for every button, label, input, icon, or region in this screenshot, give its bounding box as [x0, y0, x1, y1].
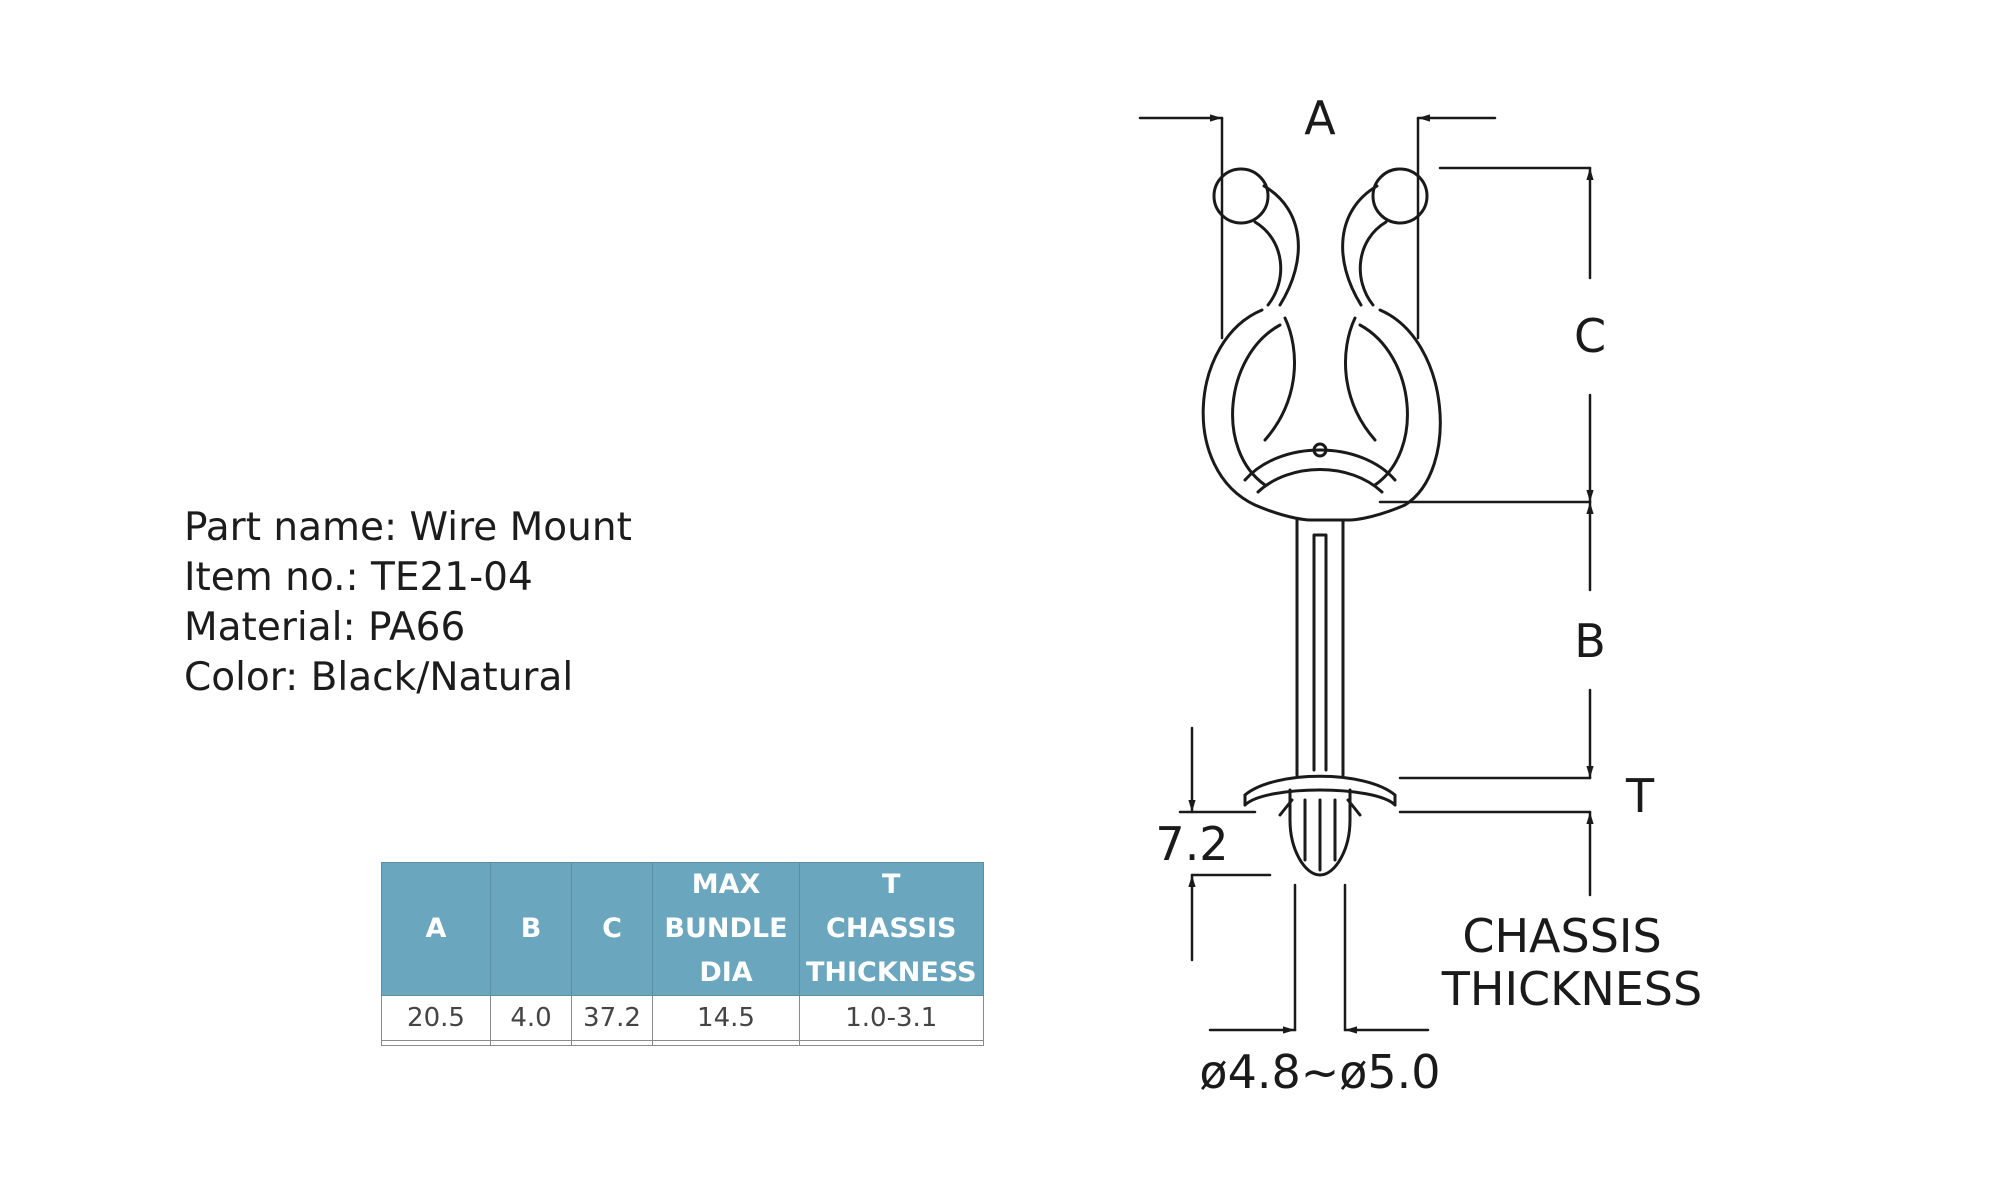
clip-ring-outer: [1201, 308, 1442, 522]
header-t-chassis-thickness: T CHASSIS THICKNESS: [799, 862, 984, 996]
anchor-prongs: [1303, 798, 1337, 872]
table-row: 20.5 4.0 37.2 14.5 1.0-3.1: [381, 995, 984, 1041]
header-a: A: [381, 862, 491, 996]
saddle-arc-bottom: [1256, 468, 1384, 494]
clip-ring-inner: [1231, 323, 1409, 487]
spec-table-header-row: A B C MAX BUNDLE DIA T CHASSIS THICKNESS: [381, 862, 984, 996]
item-number: Item no.: TE21-04: [184, 555, 533, 600]
dimension-arrows: [1138, 114, 1594, 1034]
left-latch-ball: [1212, 167, 1270, 225]
cell-max-bundle-dia: 14.5: [652, 995, 800, 1041]
header-max-bundle-dia: MAX BUNDLE DIA: [652, 862, 800, 996]
cell-t: 1.0-3.1: [799, 995, 984, 1041]
dim-label-a: A: [1304, 91, 1336, 145]
left-arm-inner: [1253, 220, 1283, 307]
diameter-label: ø4.8~ø5.0: [1199, 1045, 1440, 1099]
chassis-label-line1: CHASSIS: [1462, 909, 1661, 963]
saddle-arc-top: [1243, 448, 1397, 482]
right-arm-inner: [1358, 220, 1388, 307]
right-latch-ball: [1371, 167, 1429, 225]
left-lobe: [1263, 316, 1296, 442]
material: Material: PA66: [184, 605, 466, 650]
stem-slot: [1312, 533, 1328, 772]
part-info: Part name: Wire Mount Item no.: TE21-04 …: [184, 503, 632, 703]
part-name: Part name: Wire Mount: [184, 505, 632, 550]
dim-label-c: C: [1574, 309, 1606, 363]
extension-lines: [1178, 116, 1592, 1032]
dim-label-7-2: 7.2: [1155, 817, 1228, 871]
anchor-barbs: [1278, 798, 1362, 817]
chassis-label-line2: THICKNESS: [1441, 962, 1702, 1016]
right-lobe: [1344, 316, 1377, 442]
left-arm: [1262, 184, 1300, 307]
spec-table: A B C MAX BUNDLE DIA T CHASSIS THICKNESS…: [381, 862, 984, 1046]
wire-mount-outline: [1201, 167, 1442, 877]
saddle-pin: [1312, 442, 1328, 458]
dim-label-t: T: [1625, 769, 1655, 823]
stem-outer: [1295, 518, 1345, 777]
color: Color: Black/Natural: [184, 655, 574, 700]
flange-bottom: [1243, 788, 1397, 807]
table-footer-rule: [381, 1040, 984, 1046]
dim-label-b: B: [1574, 614, 1606, 668]
anchor-tip: [1288, 788, 1352, 877]
cell-a: 20.5: [381, 995, 491, 1041]
header-c: C: [571, 862, 653, 996]
right-arm: [1341, 184, 1379, 307]
cell-b: 4.0: [490, 995, 572, 1041]
